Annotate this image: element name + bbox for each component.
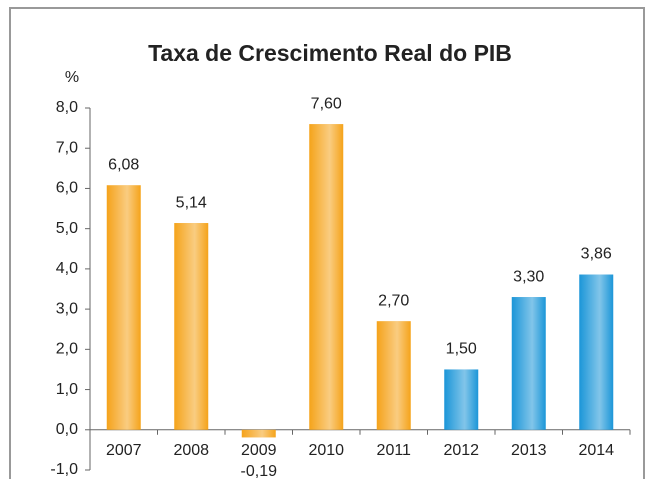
bar-shine <box>376 321 411 430</box>
y-tick-label: 0,0 <box>56 421 78 438</box>
bar-shine <box>174 223 209 430</box>
bar-shine <box>511 297 546 430</box>
y-axis-label: % <box>65 69 79 86</box>
x-tick-label: 2013 <box>511 442 547 459</box>
x-tick-label: 2009 <box>241 442 277 459</box>
bar-shine <box>444 369 479 430</box>
value-label: 3,86 <box>581 246 612 263</box>
x-tick-label: 2014 <box>578 442 614 459</box>
value-label: 1,50 <box>446 341 477 358</box>
value-label: 7,60 <box>311 95 342 112</box>
x-tick-label: 2007 <box>106 442 142 459</box>
x-tick-label: 2012 <box>443 442 479 459</box>
bar-shine <box>106 185 141 430</box>
y-tick-label: 1,0 <box>56 381 78 398</box>
y-tick-label: 4,0 <box>56 260 78 277</box>
value-label: 2,70 <box>378 292 409 309</box>
x-tick-label: 2010 <box>308 442 344 459</box>
chart-title: Taxa de Crescimento Real do PIB <box>148 40 512 66</box>
bar-shine <box>309 124 344 430</box>
value-label: -0,19 <box>241 463 278 479</box>
chart-frame <box>9 7 645 479</box>
value-label: 6,08 <box>108 156 139 173</box>
bar-shine <box>579 274 614 430</box>
value-label: 3,30 <box>513 268 544 285</box>
y-tick-label: -1,0 <box>50 461 78 478</box>
x-tick-label: 2008 <box>173 442 209 459</box>
y-tick-label: 2,0 <box>56 341 78 358</box>
y-tick-label: 8,0 <box>56 99 78 116</box>
y-tick-label: 7,0 <box>56 139 78 156</box>
x-tick-label: 2011 <box>377 442 412 459</box>
bar-shine <box>241 429 276 438</box>
value-label: 5,14 <box>176 194 207 211</box>
y-tick-label: 5,0 <box>56 220 78 237</box>
y-tick-label: 3,0 <box>56 300 78 317</box>
y-tick-label: 6,0 <box>56 180 78 197</box>
